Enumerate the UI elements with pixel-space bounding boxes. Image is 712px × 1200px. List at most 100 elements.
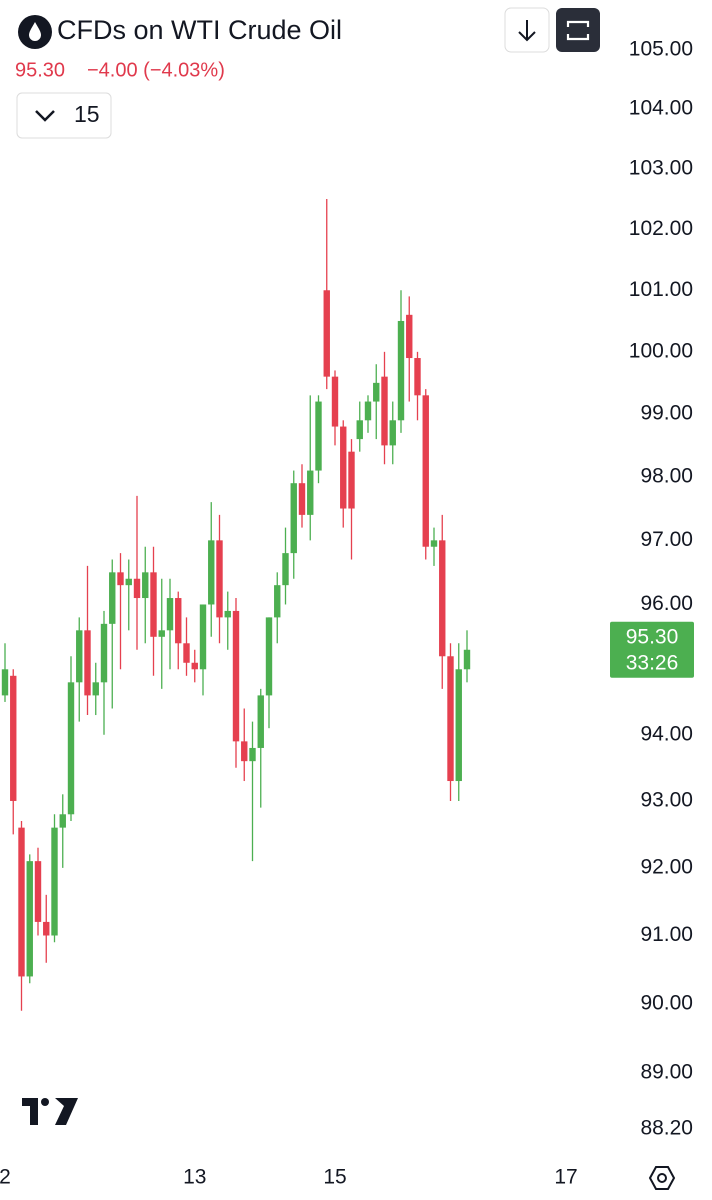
y-tick-label: 93.00 [640, 789, 693, 812]
candle [199, 604, 207, 696]
candle-body [34, 861, 42, 922]
candle [331, 370, 339, 446]
candle [274, 572, 281, 644]
candle-body [142, 572, 149, 599]
candle [208, 502, 215, 637]
chevron-icon [35, 110, 55, 122]
candle-body [232, 610, 240, 742]
candle [241, 708, 248, 782]
candle [1, 643, 9, 702]
candle-body [125, 578, 132, 586]
y-tick-label: 103.00 [629, 156, 693, 179]
candle [67, 656, 75, 821]
candle [117, 553, 124, 670]
candle-body [422, 395, 429, 547]
candle-body [298, 483, 306, 515]
x-tick-label: 2 [0, 1166, 11, 1189]
candle [447, 643, 454, 801]
candle [414, 351, 421, 421]
candle-body [290, 483, 297, 554]
candle [364, 395, 372, 433]
candle-body [249, 747, 256, 762]
candle [373, 364, 380, 440]
candle-body [183, 643, 190, 663]
settings-icon[interactable] [648, 1166, 676, 1190]
y-tick-label: 88.20 [640, 1116, 693, 1139]
candle [100, 610, 108, 735]
candle [133, 495, 141, 650]
x-tick-label: 13 [183, 1166, 206, 1189]
candle-body [455, 669, 462, 782]
candle-body [208, 540, 215, 605]
interval-label: 15 [74, 101, 100, 127]
candle [422, 389, 429, 560]
candle-body [10, 675, 17, 801]
candle [183, 617, 190, 676]
candle-body [76, 630, 83, 683]
y-tick-label: 96.00 [640, 592, 693, 615]
candle-body [133, 578, 141, 599]
candle [26, 854, 33, 984]
candle [455, 643, 462, 801]
countdown-label: 33:26 [626, 651, 679, 674]
candle-body [59, 814, 66, 828]
candle-body [166, 598, 174, 631]
price-tag [610, 621, 694, 678]
last-price: 95.30 [15, 59, 65, 81]
candle [265, 617, 273, 729]
candle-body [26, 861, 33, 977]
candle [18, 820, 25, 1011]
candle-body [356, 420, 363, 440]
tv-logo [22, 1098, 78, 1125]
fullscreen-button[interactable] [556, 8, 600, 52]
candle-body [224, 610, 231, 618]
candle [43, 894, 50, 963]
candle [166, 578, 174, 670]
candle-body [389, 420, 396, 446]
candle-body [109, 572, 116, 624]
candle-body [100, 623, 108, 683]
candle-body [191, 662, 198, 670]
candle-body [397, 320, 405, 421]
candle-body [216, 540, 223, 618]
candle [92, 662, 99, 716]
candle-body [43, 921, 50, 936]
candle-body [463, 649, 471, 670]
candle [59, 794, 66, 868]
interval-button[interactable] [16, 92, 112, 139]
candle [340, 420, 347, 528]
candle-body [315, 401, 322, 471]
candle [76, 617, 83, 722]
candle [439, 514, 446, 689]
candle [142, 546, 149, 644]
download-icon [518, 20, 536, 42]
candle [158, 578, 165, 689]
y-tick-label: 97.00 [640, 528, 693, 551]
price-tag-label: 95.30 [626, 625, 679, 648]
candle-body [241, 741, 248, 762]
x-tick-label: 17 [554, 1166, 577, 1189]
candle [34, 847, 42, 936]
y-tick-label: 101.00 [629, 278, 693, 301]
candle [51, 814, 58, 943]
candle [348, 439, 355, 560]
drop-icon [29, 22, 41, 41]
chart-title: CFDs on WTI Crude Oil [57, 15, 342, 45]
y-tick-label: 100.00 [629, 339, 693, 362]
candle [224, 591, 231, 650]
candle [463, 630, 471, 683]
candle [290, 470, 297, 579]
candle-body [439, 540, 446, 657]
candle [216, 514, 223, 644]
candle [397, 290, 405, 433]
y-tick-label: 105.00 [629, 37, 693, 60]
candle-body [92, 682, 99, 696]
candle [257, 688, 264, 808]
y-tick-label: 98.00 [640, 464, 693, 487]
candle-body [323, 290, 330, 377]
y-tick-label: 94.00 [640, 722, 693, 745]
candle [381, 351, 388, 465]
candle-body [257, 695, 264, 748]
candle-body [348, 451, 355, 509]
